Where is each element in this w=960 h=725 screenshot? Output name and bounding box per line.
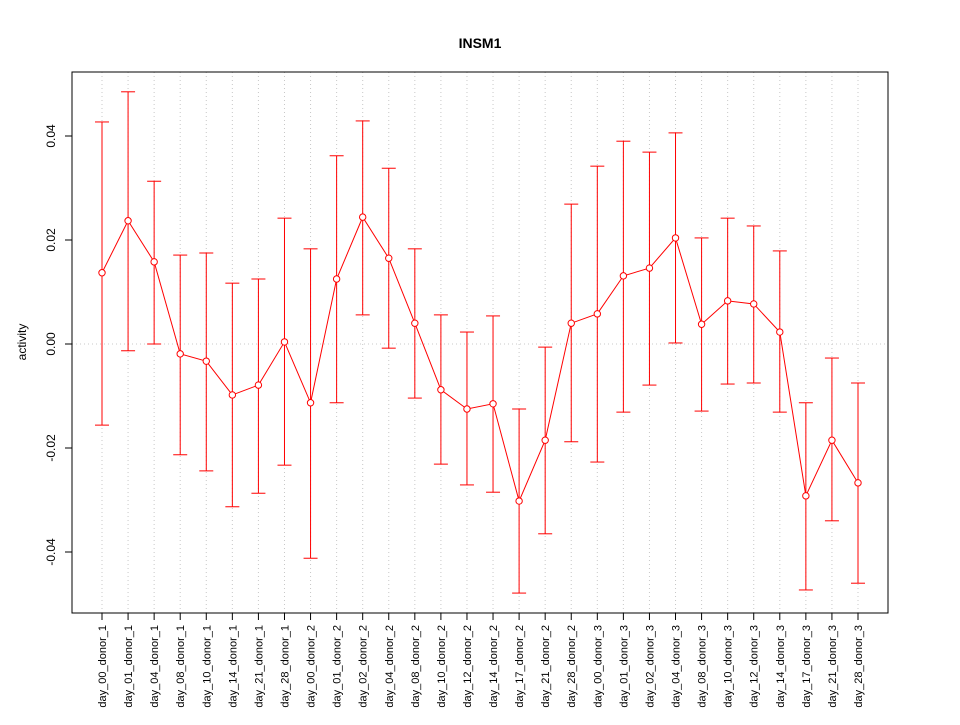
data-point: [358, 213, 367, 221]
data-point: [332, 275, 341, 283]
data-point: [697, 320, 706, 328]
x-tick-label: day_02_donor_3: [644, 625, 656, 708]
data-point: [437, 386, 445, 394]
data-point: [854, 479, 862, 487]
data-point: [828, 436, 836, 444]
data-point: [645, 264, 654, 272]
x-tick-label: day_10_donor_1: [201, 625, 213, 708]
data-point: [802, 492, 810, 500]
x-tick-label: day_14_donor_2: [488, 625, 500, 708]
y-tick-label: 0.04: [44, 124, 58, 148]
x-tick-label: day_10_donor_3: [723, 625, 735, 708]
data-point: [776, 328, 784, 336]
x-tick-label: day_04_donor_2: [384, 625, 396, 708]
data-point: [411, 319, 419, 327]
grid: [72, 72, 888, 613]
data-points: [98, 213, 862, 505]
x-tick-label: day_12_donor_2: [462, 625, 474, 708]
y-axis-label: activity: [15, 324, 29, 361]
x-tick-label: day_01_donor_3: [618, 625, 630, 708]
series-line: [101, 216, 859, 503]
x-tick-label: day_08_donor_3: [697, 625, 709, 708]
x-tick-label: day_08_donor_2: [410, 625, 422, 708]
x-tick-label: day_01_donor_2: [332, 625, 344, 708]
data-point: [228, 391, 237, 399]
x-tick-label: day_00_donor_3: [592, 625, 604, 708]
x-tick-label: day_00_donor_1: [97, 625, 109, 708]
data-point: [306, 399, 315, 407]
x-tick-label: day_17_donor_3: [801, 625, 813, 708]
x-tick-label: day_01_donor_1: [123, 625, 135, 708]
y-tick-label: 0.02: [44, 228, 58, 252]
x-tick-label: day_12_donor_3: [749, 625, 761, 708]
x-tick-label: day_04_donor_3: [671, 625, 683, 708]
x-tick-label: day_28_donor_2: [566, 625, 578, 708]
data-point: [515, 497, 523, 505]
data-point: [202, 357, 210, 365]
data-point: [723, 297, 732, 305]
x-tick-label: day_04_donor_1: [149, 625, 161, 708]
data-point: [98, 269, 106, 277]
data-point: [593, 310, 602, 318]
data-point: [176, 350, 184, 358]
x-tick-label: day_08_donor_1: [175, 625, 187, 708]
data-point: [280, 338, 289, 346]
x-tick-label: day_00_donor_2: [306, 625, 318, 708]
y-axis: -0.04 -0.02 0.00 0.02 0.04: [44, 124, 72, 566]
data-point: [671, 234, 680, 242]
x-tick-label: day_21_donor_1: [253, 625, 265, 708]
x-tick-label: day_14_donor_1: [227, 625, 239, 708]
x-tick-label: day_17_donor_2: [514, 625, 526, 708]
y-tick-label: -0.04: [44, 538, 58, 566]
data-point: [567, 319, 575, 327]
x-tick-label: day_28_donor_1: [279, 625, 291, 708]
y-tick-label: -0.02: [44, 434, 58, 462]
x-tick-label: day_21_donor_2: [540, 625, 552, 708]
data-point: [150, 258, 158, 266]
data-point: [619, 272, 628, 280]
x-tick-label: day_02_donor_2: [358, 625, 370, 708]
y-tick-label: 0.00: [44, 332, 58, 356]
x-tick-label: day_28_donor_3: [853, 625, 865, 708]
series-polyline: [101, 216, 859, 503]
data-point: [489, 400, 497, 408]
x-tick-label: day_14_donor_3: [775, 625, 787, 708]
x-tick-label: day_10_donor_2: [436, 625, 448, 708]
error-bars: [95, 91, 865, 594]
plot-frame: [71, 71, 889, 614]
x-tick-label: day_21_donor_3: [827, 625, 839, 708]
data-point: [124, 217, 132, 225]
x-axis: day_00_donor_1 day_01_donor_1 day_04_donor…: [97, 612, 865, 708]
data-point: [254, 381, 263, 389]
data-point: [750, 300, 758, 308]
chart-title: INSM1: [459, 35, 502, 51]
data-point: [541, 436, 549, 444]
data-point: [463, 405, 471, 413]
data-point: [385, 254, 393, 262]
